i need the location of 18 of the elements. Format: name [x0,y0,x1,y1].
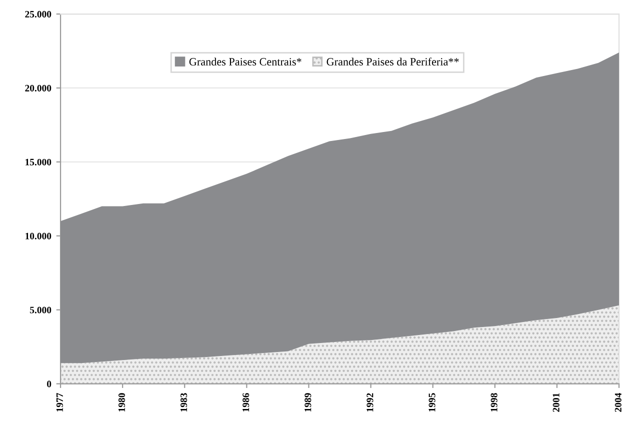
x-tick-label: 1986 [242,393,250,412]
y-tick-label: 10.000 [26,232,52,240]
x-tick-label: 1995 [428,393,436,412]
legend-label: Grandes Paises Centrais* [189,58,302,66]
y-tick-label: 25.000 [25,10,52,18]
x-tick-label: 1998 [490,393,498,412]
x-tick-label: 1983 [180,393,188,412]
x-tick-label: 1992 [366,393,374,412]
y-tick-label: 15.000 [26,158,52,166]
y-tick-label: 0 [47,380,52,388]
x-tick-label: 2001 [552,393,560,412]
x-tick-label: 1989 [304,393,312,412]
x-tick-label: 1977 [56,393,63,412]
x-tick-label: 2004 [614,392,622,412]
y-tick-label: 20.000 [25,84,52,92]
y-tick-label: 5.000 [30,306,52,314]
legend-label: Grandes Paises da Periferia** [326,58,459,66]
x-tick-label: 1980 [118,393,126,412]
